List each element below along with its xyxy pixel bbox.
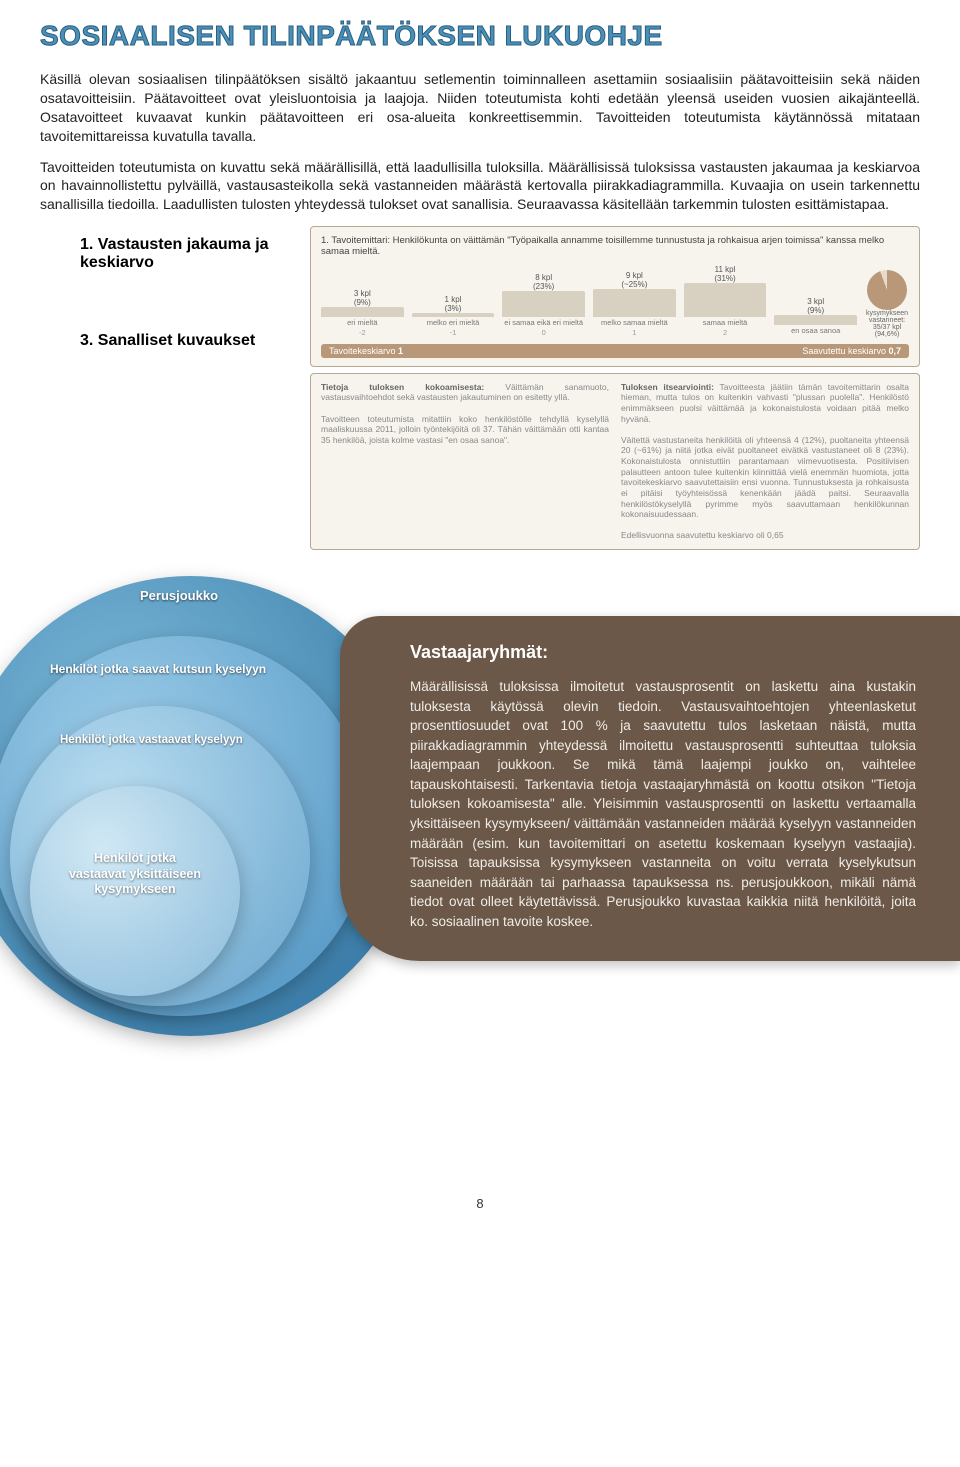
desc-a-title: Tietoja tuloksen kokoamisesta: [321,382,484,392]
respondent-groups-text: Määrällisissä tuloksissa ilmoitetut vast… [410,677,916,931]
target-metric-line: 1. Tavoitemittari: Henkilökunta on väitt… [321,235,909,257]
callout-1-label: 1. Vastausten jakauma ja keskiarvo [80,236,290,272]
bar-segment: 3 kpl(9%)eri mieltä-2 [321,289,404,338]
desc-a-text2: Tavoitteen toteutumista mitattiin koko h… [321,414,609,445]
result-box-top: 1. Tavoitemittari: Henkilökunta on väitt… [310,226,920,367]
respondent-groups-title: Vastaajaryhmät: [410,642,916,663]
circle-label-2: Henkilöt jotka saavat kutsun kyselyyn [50,662,266,676]
pie-chart: kysymykseen vastanneet:35/37 kpl(94,6%) [865,270,909,338]
circle-label-4: Henkilöt jotka vastaavat yksittäiseen ky… [60,851,210,898]
circle-label-3: Henkilöt jotka vastaavat kyselyyn [60,734,243,746]
callout-3-label: 3. Sanalliset kuvaukset [80,332,290,350]
bar-segment: 11 kpl(31%)samaa mieltä2 [684,265,767,338]
desc-b-footer: Edellisvuonna saavutettu keskiarvo oli 0… [621,530,784,540]
desc-b-text2: Väitettä vastustaneita henkilöitä oli yh… [621,435,909,519]
bar-chart: 3 kpl(9%)eri mieltä-21 kpl(3%)melko eri … [321,265,909,338]
intro-paragraph-2: Tavoitteiden toteutumista on kuvattu sek… [40,158,920,215]
page-number: 8 [40,1196,920,1211]
bar-segment: 1 kpl(3%)melko eri mieltä-1 [412,295,495,338]
desc-b-title: Tuloksen itsearviointi: [621,382,714,392]
result-box-desc: Tietoja tuloksen kokoamisesta: Väittämän… [310,373,920,550]
bar-segment: 9 kpl(~25%)melko samaa mieltä1 [593,271,676,338]
page-title: SOSIAALISEN TILINPÄÄTÖKSEN LUKUOHJE [40,20,920,52]
bar-segment: 3 kpl(9%)en osaa sanoa [774,297,857,337]
respondent-groups-panel: Vastaajaryhmät: Määrällisissä tuloksissa… [340,616,960,961]
average-bar: Tavoitekeskiarvo 1 Saavutettu keskiarvo … [321,344,909,358]
intro-paragraph-1: Käsillä olevan sosiaalisen tilinpäätökse… [40,70,920,146]
bar-segment: 8 kpl(23%)ei samaa eikä eri mieltä0 [502,273,585,338]
circle-label-1: Perusjoukko [140,588,218,603]
